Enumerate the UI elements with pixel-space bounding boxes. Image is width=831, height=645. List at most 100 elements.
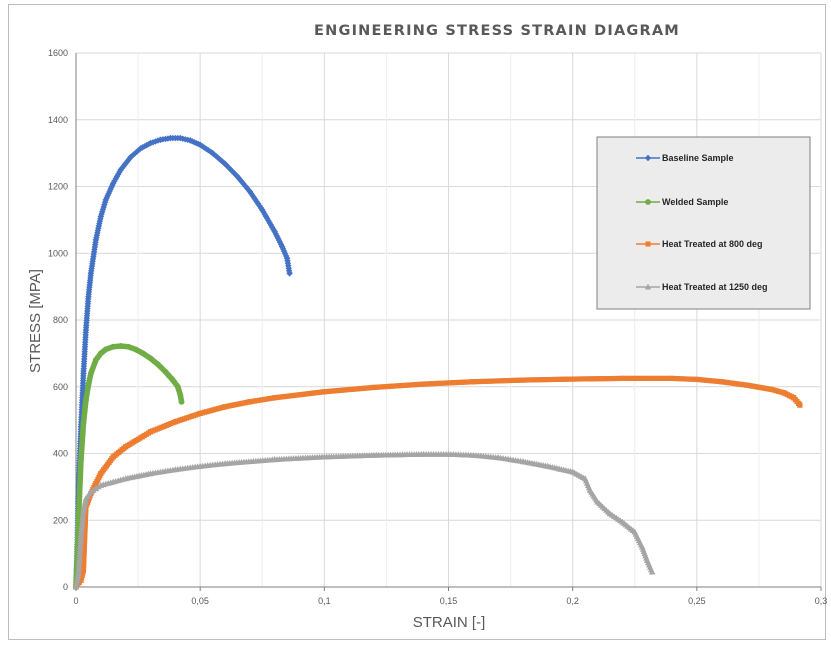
data-point xyxy=(247,399,253,405)
data-point xyxy=(234,173,241,180)
data-point xyxy=(245,186,252,193)
data-point xyxy=(470,451,477,458)
data-point xyxy=(197,410,203,417)
data-point xyxy=(167,134,174,142)
data-point xyxy=(594,498,601,505)
data-point xyxy=(270,226,277,233)
data-point xyxy=(207,148,214,155)
data-point xyxy=(117,343,124,349)
data-point xyxy=(80,567,87,573)
data-point xyxy=(80,507,87,513)
data-point xyxy=(85,293,92,300)
series-heat-treated-at-800-deg xyxy=(73,375,803,590)
data-point xyxy=(169,377,176,383)
y-tick-label: 1600 xyxy=(48,48,68,58)
data-point xyxy=(694,376,700,382)
data-point xyxy=(420,450,427,457)
series-welded-sample xyxy=(73,343,185,590)
series-layer xyxy=(72,134,803,591)
data-point xyxy=(127,153,134,161)
data-point xyxy=(221,160,229,168)
data-point xyxy=(124,157,131,164)
x-tick-label: 0,25 xyxy=(688,596,706,606)
data-point xyxy=(77,533,85,540)
chart-frame xyxy=(8,4,826,640)
chart-title: ENGINEERING STRESS STRAIN DIAGRAM xyxy=(314,23,680,39)
x-tick-label: 0,15 xyxy=(440,596,458,606)
data-point xyxy=(371,384,377,390)
series-line xyxy=(75,377,801,588)
data-point xyxy=(743,382,750,388)
data-point xyxy=(278,243,286,250)
legend: Baseline Sample Welded Sample Heat Treated… xyxy=(596,136,811,310)
data-point xyxy=(280,248,288,255)
series-heat-treated-at-1250-deg xyxy=(72,450,656,590)
series-baseline-sample xyxy=(72,134,293,591)
data-point xyxy=(187,137,194,144)
data-point xyxy=(92,236,100,244)
legend-label: Heat Treated at 800 deg xyxy=(662,239,763,249)
data-point xyxy=(259,206,266,214)
data-point xyxy=(132,346,139,353)
data-point xyxy=(178,398,185,405)
data-point xyxy=(87,270,95,277)
data-point xyxy=(123,444,129,450)
data-point xyxy=(797,402,803,408)
data-point xyxy=(209,149,216,157)
data-point xyxy=(97,213,105,220)
data-point xyxy=(283,255,291,262)
legend-swatch-marker xyxy=(644,154,652,162)
y-tick-label: 200 xyxy=(53,515,68,525)
data-point xyxy=(321,389,327,395)
grid xyxy=(76,52,822,587)
data-point xyxy=(110,343,117,350)
data-point xyxy=(102,346,109,353)
series-line xyxy=(75,345,183,588)
y-tick-label: 1200 xyxy=(48,182,68,192)
data-point xyxy=(271,456,278,463)
legend-label: Baseline Sample xyxy=(662,153,734,163)
x-tick-label: 0,2 xyxy=(566,596,579,606)
data-point xyxy=(199,142,206,150)
data-point xyxy=(221,460,229,467)
y-tick-label: 1400 xyxy=(48,115,68,125)
data-point xyxy=(520,377,526,383)
data-point xyxy=(237,177,244,184)
data-point xyxy=(768,386,774,392)
y-tick-label: 600 xyxy=(53,382,68,392)
data-point xyxy=(85,382,92,388)
data-point xyxy=(117,166,124,174)
data-point xyxy=(102,196,109,204)
data-point xyxy=(203,145,210,153)
data-point xyxy=(110,179,117,187)
legend-box xyxy=(596,136,811,310)
data-point xyxy=(172,466,179,473)
data-point xyxy=(72,583,80,590)
data-point xyxy=(273,232,280,240)
data-point xyxy=(606,510,614,517)
data-point xyxy=(286,270,293,277)
data-point xyxy=(249,192,256,199)
data-point xyxy=(122,475,129,482)
data-point xyxy=(569,468,576,475)
y-tick-label: 800 xyxy=(53,315,68,325)
data-point xyxy=(639,543,646,550)
data-point xyxy=(268,224,276,231)
data-point xyxy=(93,480,99,487)
data-point xyxy=(88,370,94,377)
data-point xyxy=(196,141,204,148)
data-point xyxy=(75,570,82,577)
data-point xyxy=(781,390,787,396)
data-point xyxy=(111,177,118,185)
data-point xyxy=(253,198,260,205)
data-point xyxy=(272,395,278,401)
data-point xyxy=(619,518,626,525)
x-tick-label: 0 xyxy=(73,596,78,606)
data-point xyxy=(155,361,161,368)
y-axis-title: STRESS [MPA] xyxy=(27,269,44,373)
data-point xyxy=(719,379,725,385)
data-point xyxy=(791,395,797,401)
legend-item: Heat Treated at 1250 deg xyxy=(636,282,768,292)
data-point xyxy=(162,368,169,375)
